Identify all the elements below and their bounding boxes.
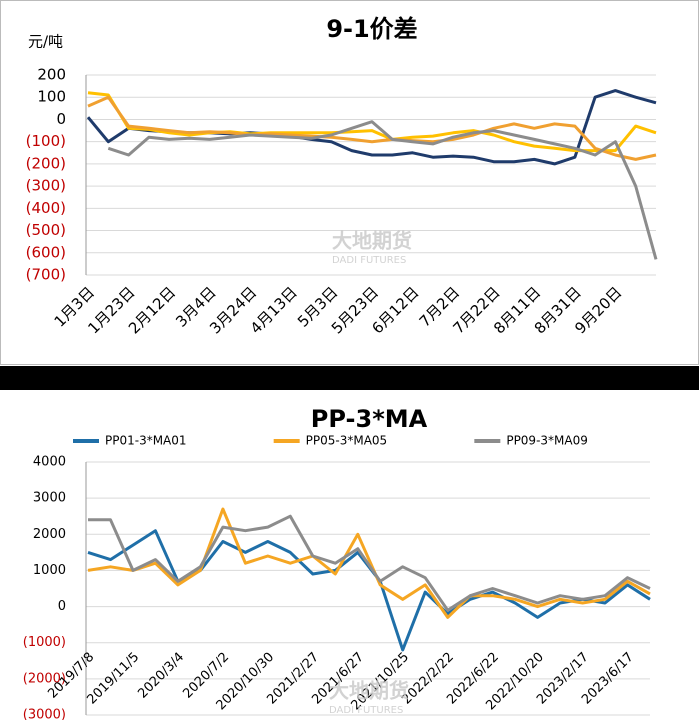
chart-frame [0,0,699,365]
watermark-sub: DADI FUTURES [329,705,403,716]
y-tick-label: 200 [37,66,66,84]
legend-label: PP01-3*MA01 [105,434,187,448]
legend-label: PP09-3*MA09 [506,434,588,448]
y-tick-label: (1000) [23,635,66,650]
y-tick-label: 100 [37,88,66,106]
y-tick-label: (3000) [23,708,66,721]
y-tick-label: 0 [56,110,66,128]
series-line [87,507,651,619]
y-tick-label: 2000 [33,527,66,542]
y-tick-label: (200) [26,154,66,172]
y-tick-label: 3000 [33,491,66,506]
y-tick-label: 1000 [33,563,66,578]
series-line [87,529,651,652]
y-tick-label: (600) [26,243,66,261]
legend-label: PP05-3*MA05 [306,434,388,448]
y-tick-label: 0 [58,599,66,614]
series-line [107,120,658,260]
watermark-sub: DADI FUTURES [332,255,406,266]
y-tick-label: (300) [26,177,66,195]
series-line [87,91,657,153]
chart-title: PP-3*MA [311,405,428,433]
separator [0,366,699,390]
x-tick-label: 2020/3/4 [135,650,187,702]
y-tick-label: (100) [26,132,66,150]
series-line [87,95,657,161]
y-tick-label: (400) [26,199,66,217]
y-tick-label: 4000 [33,455,66,470]
series-line [88,514,651,612]
watermark: 大地期货 [329,679,409,703]
chart-title: 9-1价差 [326,15,417,43]
watermark: 大地期货 [332,229,412,253]
y-tick-label: (700) [26,266,66,284]
y-axis-label: 元/吨 [28,33,63,51]
y-tick-label: (500) [26,221,66,239]
y-tick-label: (2000) [23,671,66,686]
